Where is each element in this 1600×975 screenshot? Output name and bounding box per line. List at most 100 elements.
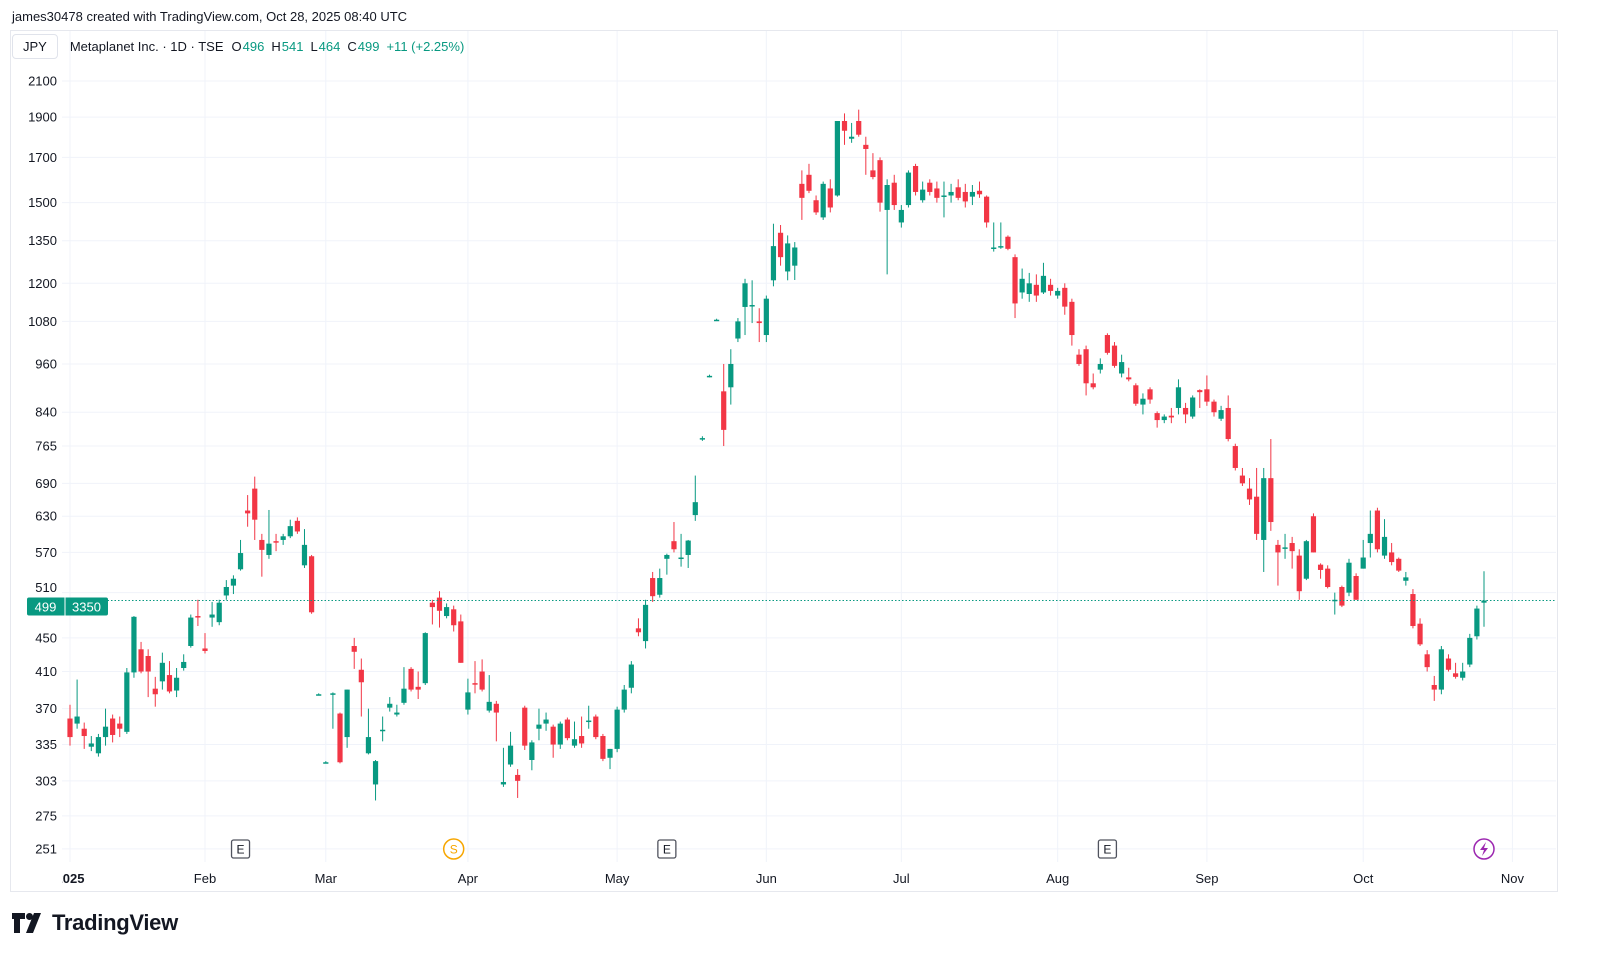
candle[interactable] bbox=[181, 654, 187, 671]
candle[interactable] bbox=[1367, 510, 1373, 558]
candle[interactable] bbox=[1261, 467, 1267, 572]
candle[interactable] bbox=[365, 708, 372, 755]
candle[interactable] bbox=[529, 740, 535, 771]
candle[interactable] bbox=[1211, 399, 1217, 417]
candle[interactable] bbox=[88, 736, 94, 752]
candle[interactable] bbox=[834, 121, 840, 197]
candle[interactable] bbox=[1047, 278, 1054, 296]
candle[interactable] bbox=[380, 716, 386, 742]
candle[interactable] bbox=[117, 716, 123, 738]
candle[interactable] bbox=[1424, 650, 1430, 672]
candle[interactable] bbox=[408, 667, 414, 692]
candle[interactable] bbox=[1282, 533, 1288, 559]
candle[interactable] bbox=[550, 724, 556, 758]
candle[interactable] bbox=[863, 136, 869, 175]
flash-icon-event-marker[interactable] bbox=[1473, 838, 1495, 860]
candle[interactable] bbox=[571, 721, 578, 748]
candle[interactable] bbox=[387, 697, 393, 712]
symbol-title[interactable]: Metaplanet Inc. · 1D · TSE bbox=[69, 38, 224, 54]
candle[interactable] bbox=[884, 179, 890, 275]
candle[interactable] bbox=[1040, 262, 1047, 295]
candle[interactable] bbox=[209, 601, 215, 627]
candle[interactable] bbox=[706, 374, 713, 378]
candle[interactable] bbox=[628, 661, 634, 694]
candle[interactable] bbox=[216, 599, 222, 626]
candle[interactable] bbox=[920, 181, 926, 203]
candle[interactable] bbox=[991, 222, 997, 252]
candle[interactable] bbox=[237, 539, 244, 571]
candle[interactable] bbox=[124, 668, 130, 734]
candle[interactable] bbox=[827, 179, 833, 213]
candle[interactable] bbox=[479, 659, 485, 692]
candle[interactable] bbox=[394, 704, 400, 717]
candle[interactable] bbox=[195, 599, 201, 627]
candle[interactable] bbox=[415, 671, 421, 699]
candle[interactable] bbox=[948, 183, 954, 203]
candle[interactable] bbox=[650, 571, 656, 602]
candle[interactable] bbox=[102, 708, 109, 746]
candle[interactable] bbox=[1381, 519, 1388, 559]
candle[interactable] bbox=[955, 179, 961, 201]
candle[interactable] bbox=[1403, 571, 1409, 586]
candle[interactable] bbox=[358, 658, 364, 717]
candle[interactable] bbox=[401, 667, 407, 705]
candle[interactable] bbox=[1346, 558, 1352, 597]
candle[interactable] bbox=[1090, 373, 1096, 390]
candle[interactable] bbox=[849, 122, 855, 143]
candle[interactable] bbox=[1353, 573, 1359, 600]
candle[interactable] bbox=[1389, 543, 1395, 566]
candle[interactable] bbox=[131, 616, 137, 678]
candle[interactable] bbox=[998, 222, 1004, 249]
candle[interactable] bbox=[806, 163, 812, 194]
candle[interactable] bbox=[515, 769, 521, 798]
candle[interactable] bbox=[699, 436, 705, 441]
candle[interactable] bbox=[67, 704, 73, 746]
candle[interactable] bbox=[429, 599, 435, 625]
candle[interactable] bbox=[813, 195, 819, 215]
candle[interactable] bbox=[969, 184, 976, 206]
candle[interactable] bbox=[507, 731, 514, 767]
candle[interactable] bbox=[159, 652, 165, 690]
candle[interactable] bbox=[1218, 405, 1224, 421]
candle[interactable] bbox=[841, 113, 848, 145]
candle[interactable] bbox=[1474, 605, 1480, 640]
candle[interactable] bbox=[1033, 274, 1039, 302]
candle[interactable] bbox=[756, 308, 762, 343]
candle[interactable] bbox=[458, 614, 464, 663]
candle[interactable] bbox=[1254, 467, 1260, 540]
candle[interactable] bbox=[81, 722, 87, 749]
candle[interactable] bbox=[1147, 387, 1153, 404]
earnings-event-marker[interactable]: E bbox=[657, 839, 677, 859]
candle[interactable] bbox=[820, 181, 826, 220]
candle[interactable] bbox=[856, 109, 862, 137]
candle[interactable] bbox=[500, 747, 507, 787]
candle[interactable] bbox=[1104, 333, 1111, 355]
candle[interactable] bbox=[927, 179, 933, 196]
candle[interactable] bbox=[1133, 383, 1139, 406]
candle[interactable] bbox=[1069, 298, 1075, 346]
candle[interactable] bbox=[337, 712, 343, 764]
candle[interactable] bbox=[1460, 662, 1466, 681]
candle[interactable] bbox=[1076, 349, 1082, 366]
candle[interactable] bbox=[1452, 662, 1459, 679]
candle[interactable] bbox=[316, 693, 322, 696]
candle[interactable] bbox=[145, 649, 151, 698]
candle[interactable] bbox=[770, 223, 777, 287]
candle[interactable] bbox=[1140, 393, 1146, 415]
candle[interactable] bbox=[1325, 565, 1331, 589]
candle[interactable] bbox=[600, 733, 606, 762]
candle[interactable] bbox=[1445, 654, 1452, 672]
candle[interactable] bbox=[166, 661, 173, 694]
candle[interactable] bbox=[95, 733, 102, 757]
candle[interactable] bbox=[877, 157, 883, 212]
candle[interactable] bbox=[941, 181, 947, 218]
candle[interactable] bbox=[934, 181, 940, 203]
candle[interactable] bbox=[245, 495, 251, 527]
candle[interactable] bbox=[1190, 395, 1196, 419]
candle[interactable] bbox=[1317, 563, 1324, 579]
candle[interactable] bbox=[898, 205, 904, 228]
candle[interactable] bbox=[1168, 407, 1174, 424]
candle[interactable] bbox=[1111, 342, 1118, 368]
candle[interactable] bbox=[1012, 254, 1018, 319]
candle[interactable] bbox=[1055, 287, 1061, 299]
